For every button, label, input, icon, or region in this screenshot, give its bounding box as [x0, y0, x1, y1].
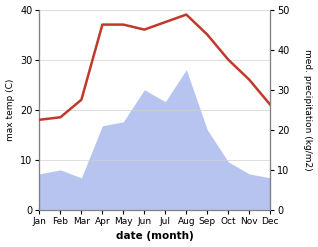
Y-axis label: med. precipitation (kg/m2): med. precipitation (kg/m2): [303, 49, 313, 171]
Y-axis label: max temp (C): max temp (C): [5, 79, 15, 141]
X-axis label: date (month): date (month): [116, 231, 194, 242]
